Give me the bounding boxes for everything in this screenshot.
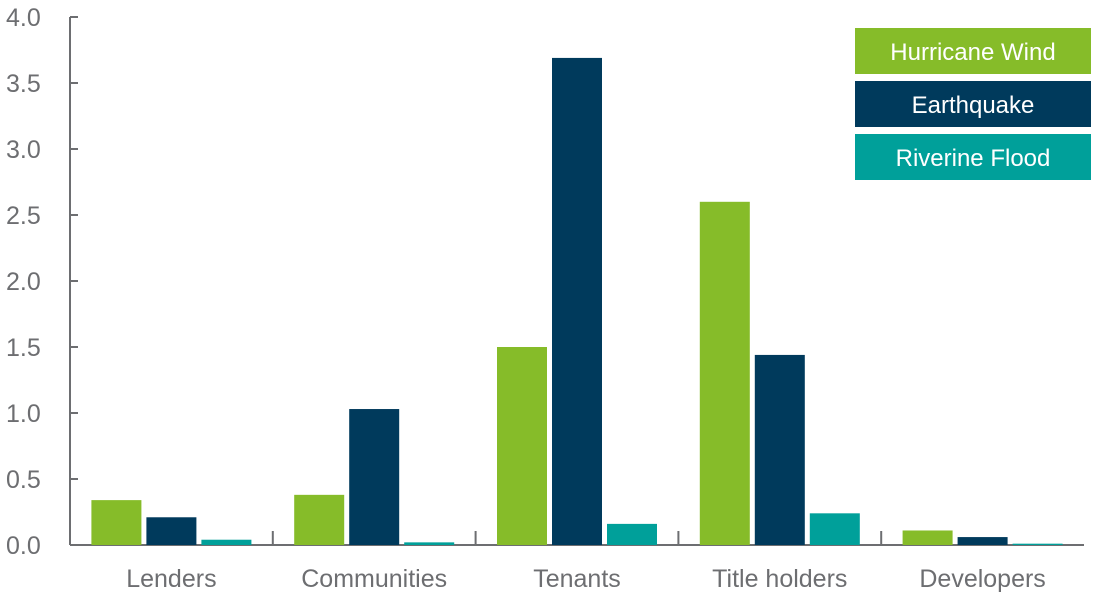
bar <box>957 537 1008 545</box>
legend-swatch <box>855 81 1091 127</box>
y-tick-label: 0.0 <box>6 532 41 560</box>
y-tick-label: 3.5 <box>6 70 41 98</box>
bar <box>294 494 345 545</box>
bar <box>201 539 252 545</box>
bar <box>91 500 142 545</box>
bar <box>404 542 455 545</box>
bar <box>754 354 805 545</box>
x-tick-label: Tenants <box>533 565 621 593</box>
bar <box>497 347 547 545</box>
legend-label: Earthquake <box>912 92 1035 119</box>
bar <box>902 530 953 545</box>
y-tick-label: 2.0 <box>6 268 41 296</box>
y-tick-label: 3.0 <box>6 136 41 164</box>
bar <box>699 201 750 546</box>
x-tick-label: Communities <box>301 565 447 593</box>
legend-label: Riverine Flood <box>896 145 1051 172</box>
y-tick-label: 1.5 <box>6 334 41 362</box>
bar <box>607 523 657 545</box>
bar <box>1012 543 1063 545</box>
y-tick-label: 2.5 <box>6 202 41 230</box>
y-tick-label: 4.0 <box>6 4 41 32</box>
legend-swatch <box>855 134 1091 180</box>
bars <box>91 57 1063 546</box>
y-tick-label: 1.0 <box>6 400 41 428</box>
bar <box>552 57 602 546</box>
bar <box>809 513 860 545</box>
x-tick-label: Title holders <box>712 565 847 593</box>
y-tick-label: 0.5 <box>6 466 41 494</box>
axis-labels: 0.0 0.5 1.0 1.5 2.0 2.5 3.0 3.5 4.0 Lenders Commun… <box>6 4 1046 593</box>
legend: Hurricane Wind Earthquake Riverine Flood <box>855 28 1091 180</box>
legend-label: Hurricane Wind <box>890 39 1055 66</box>
legend-swatch <box>855 28 1091 74</box>
bar <box>349 409 400 545</box>
x-tick-label: Developers <box>919 565 1045 593</box>
x-tick-label: Lenders <box>126 565 216 593</box>
bar <box>146 517 197 545</box>
